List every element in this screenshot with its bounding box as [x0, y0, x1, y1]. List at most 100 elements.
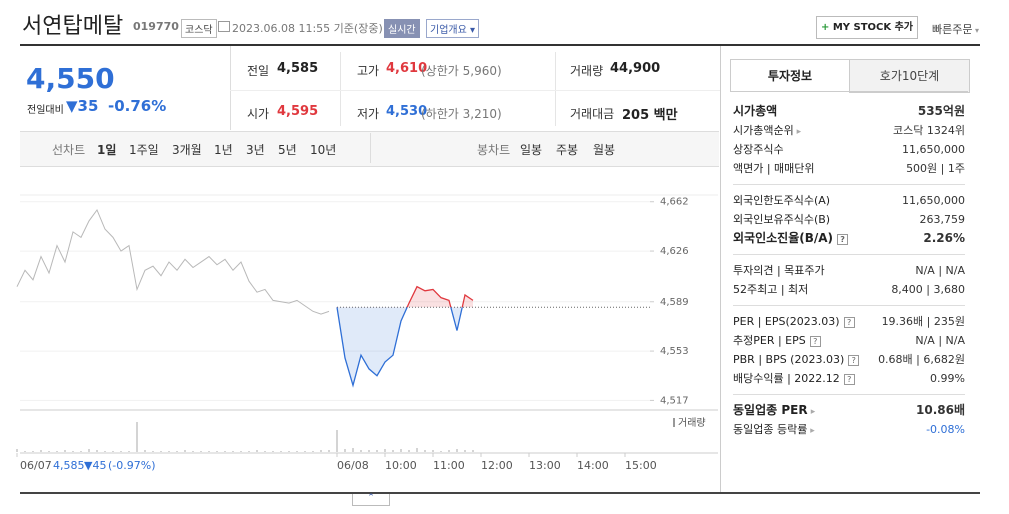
field-note: (상한가 5,960) — [421, 64, 502, 78]
volume-bar — [248, 451, 250, 452]
volume-bar — [184, 450, 186, 452]
divider — [555, 52, 556, 126]
volume-bar — [120, 451, 122, 452]
info-row: 동일업종 등락률 -0.08% — [733, 420, 965, 439]
quick-order[interactable]: 빠른주문 ▾ — [932, 23, 980, 36]
volume-bar — [24, 451, 26, 452]
volume-bar — [232, 451, 234, 452]
info-group: 외국인한도주식수(A) 11,650,000 외국인보유주식수(B) 263,759 외… — [733, 185, 965, 255]
area-up — [337, 286, 473, 308]
info-label: 액면가 | 매매단위 — [733, 162, 815, 175]
x-tick-label: 06/08 — [337, 459, 369, 472]
x-tick-label: 06/07 — [20, 459, 52, 472]
candle-tab[interactable]: 주봉 — [556, 143, 579, 157]
info-label: PER | EPS(2023.03) — [733, 312, 855, 331]
period-tab[interactable]: 5년 — [278, 143, 297, 157]
volume-bar — [384, 449, 386, 452]
change-label: 전일대비 — [27, 105, 64, 116]
tab-label: 봉차트 — [477, 143, 511, 157]
info-row: 액면가 | 매매단위 500원 | 1주 — [733, 159, 965, 178]
change: ▼35 — [66, 97, 99, 115]
period-tab[interactable]: 10년 — [310, 143, 337, 157]
period-tab[interactable]: 1주일 — [129, 143, 159, 157]
period-tab[interactable]: 3개월 — [172, 143, 202, 157]
info-label: 투자의견 | 목표주가 — [733, 264, 825, 277]
info-tab[interactable]: 투자정보 — [730, 59, 850, 92]
footer-change: ▼45 — [84, 459, 106, 472]
volume-bar — [448, 450, 450, 452]
info-label: 동일업종 PER — [733, 401, 815, 420]
y-tick-label: 4,626 — [660, 246, 689, 257]
x-tick-label: 15:00 — [625, 459, 657, 472]
volume-bar — [144, 450, 146, 452]
volume-bar — [280, 451, 282, 452]
quick-order-text: 빠른주문 — [932, 23, 973, 36]
line-down — [336, 307, 463, 388]
field-value: 4,610 — [386, 61, 428, 76]
info-value: 코스닥 1324위 — [893, 124, 965, 137]
info-value: 11,650,000 — [902, 194, 965, 207]
candle-tab[interactable]: 일봉 — [520, 143, 543, 157]
y-tick-label: 4,553 — [660, 346, 689, 357]
panel-border — [720, 46, 721, 493]
volume-bar — [200, 451, 202, 452]
x-tick-label: 10:00 — [385, 459, 417, 472]
info-value: -0.08% — [926, 423, 965, 436]
mystock-button[interactable]: + MY STOCK 추가 — [816, 16, 918, 39]
info-value: N/A | N/A — [915, 334, 965, 347]
volume-bar — [440, 451, 442, 452]
field-label: 전일 — [247, 64, 270, 78]
volume-bar — [400, 449, 402, 452]
info-label: 배당수익률 | 2022.12 — [733, 369, 855, 388]
collapse-button[interactable]: ⌃ — [352, 494, 390, 506]
market-badge: 코스닥 — [181, 19, 217, 38]
volume-bar — [168, 451, 170, 452]
period-tab[interactable]: 1일 — [97, 143, 117, 157]
volume-bar — [48, 451, 50, 452]
header-rule — [20, 44, 980, 46]
volume-bar — [368, 450, 370, 452]
volume-bar — [32, 451, 34, 452]
info-group: 투자의견 | 목표주가 N/A | N/A 52주최고 | 최저 8,400 | 3,… — [733, 255, 965, 306]
volume-bar — [256, 450, 258, 452]
info-label: 외국인보유주식수(B) — [733, 213, 831, 226]
timestamp: 2023.06.08 11:55 기준(장중) — [232, 22, 383, 35]
volume-bar — [344, 449, 346, 452]
info-row: 상장주식수 11,650,000 — [733, 140, 965, 159]
volume-bar — [160, 451, 162, 452]
line — [16, 208, 330, 315]
info-label: 외국인한도주식수(A) — [733, 194, 831, 207]
line-up — [336, 285, 474, 308]
volume-bar — [264, 451, 266, 452]
divider — [230, 90, 720, 91]
info-value: N/A | N/A — [915, 264, 965, 277]
volume-bar — [336, 430, 338, 452]
tab-rule — [730, 91, 968, 92]
volume-bar — [432, 450, 434, 452]
stock-name: 서연탑메탈 — [22, 14, 124, 39]
info-row: PBR | BPS (2023.03) 0.68배 | 6,682원 — [733, 350, 965, 369]
overview-button[interactable]: 기업개요 ▾ — [426, 19, 480, 38]
volume-bar — [16, 449, 18, 452]
volume-bar — [272, 451, 274, 452]
period-tab[interactable]: 3년 — [246, 143, 265, 157]
footer-price: 4,585 — [53, 459, 85, 472]
volume-bar — [288, 451, 290, 452]
x-tick-label: 13:00 — [529, 459, 561, 472]
volume-bar — [392, 450, 394, 452]
info-label: PBR | BPS (2023.03) — [733, 350, 859, 369]
info-value: 500원 | 1주 — [906, 162, 965, 175]
info-tab[interactable]: 호가10단계 — [849, 59, 970, 93]
period-tab[interactable]: 1년 — [214, 143, 233, 157]
x-tick-label: 11:00 — [433, 459, 465, 472]
divider — [370, 133, 371, 163]
volume-label: 거래량 — [678, 417, 706, 429]
candle-tab[interactable]: 월봉 — [593, 143, 616, 157]
info-label: 시가총액순위 — [733, 121, 801, 140]
info-label: 상장주식수 — [733, 143, 784, 156]
info-row: 배당수익률 | 2022.12 0.99% — [733, 369, 965, 388]
volume-bar — [40, 450, 42, 452]
